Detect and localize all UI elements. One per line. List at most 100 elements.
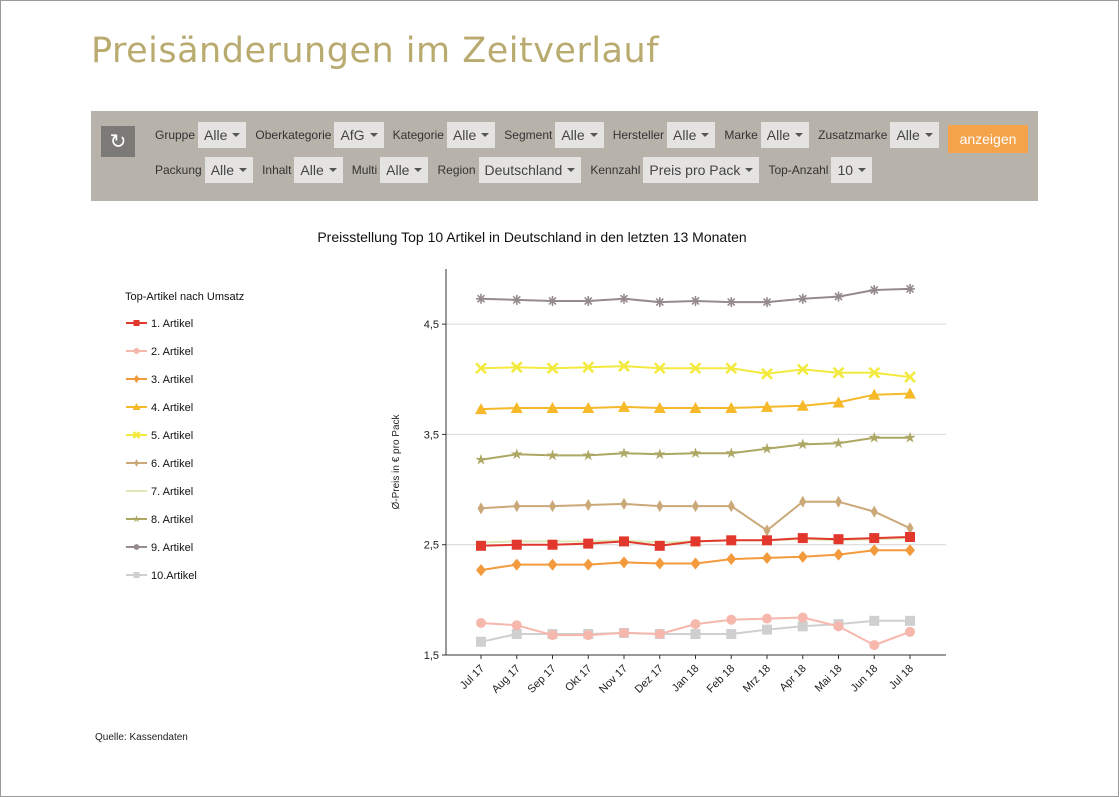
data-point-8 (868, 431, 880, 443)
y-axis-label: Ø-Preis in € pro Pack (391, 413, 402, 509)
data-point-3 (619, 556, 629, 569)
legend-item-label: 1. Artikel (151, 318, 193, 330)
data-point-8 (761, 442, 773, 454)
x-tick-label: Feb 18 (705, 663, 738, 696)
legend-item-label: 10.Artikel (151, 570, 197, 582)
filter-select-hersteller[interactable]: Alle (667, 122, 716, 148)
data-point-4 (475, 403, 487, 415)
data-point-1 (690, 536, 701, 547)
legend-marker (133, 572, 140, 578)
filter-value: Alle (386, 162, 410, 178)
legend-item-label: 7. Artikel (151, 486, 193, 498)
data-point-6 (692, 500, 699, 513)
data-point-3 (690, 557, 701, 570)
data-point-3 (547, 558, 558, 571)
filter-select-kategorie[interactable]: Alle (446, 122, 496, 148)
data-point-10 (476, 636, 486, 647)
data-point-2 (654, 629, 665, 640)
legend-title: Top-Artikel nach Umsatz (125, 291, 244, 303)
x-tick-label: Nov 17 (597, 663, 630, 696)
filter-value: Deutschland (484, 162, 563, 178)
data-point-2 (762, 613, 772, 624)
filter-value: Alle (896, 127, 920, 143)
data-point-3 (797, 550, 808, 563)
data-point-4 (796, 399, 809, 411)
filter-value: Alle (204, 127, 228, 143)
refresh-button[interactable]: ↻ (101, 126, 135, 157)
filter-select-packung[interactable]: Alle (204, 157, 254, 183)
data-point-8 (582, 449, 594, 461)
data-point-1 (476, 540, 486, 551)
filter-select-gruppe[interactable]: Alle (198, 122, 247, 148)
data-point-6 (799, 495, 807, 508)
caret-down-icon (701, 133, 710, 137)
page-title: Preisänderungen im Zeitverlauf (91, 31, 660, 71)
x-tick-label: Okt 17 (563, 663, 594, 694)
data-point-5 (475, 362, 487, 375)
filter-label-kategorie: Kategorie (392, 128, 444, 142)
filter-select-zusatzmarke[interactable]: Alle (890, 122, 939, 148)
filter-select-region[interactable]: Deutschland (478, 157, 582, 183)
data-point-5 (618, 360, 630, 372)
x-tick-label: Jan 18 (670, 663, 702, 695)
data-point-8 (546, 449, 559, 461)
data-point-4 (510, 401, 523, 413)
filter-select-kennzahl[interactable]: Preis pro Pack (643, 157, 760, 183)
data-point-6 (727, 500, 735, 513)
chart-title: Preisstellung Top 10 Artikel in Deutschl… (317, 229, 746, 245)
filter-label-hersteller: Hersteller (612, 128, 665, 142)
data-point-9 (690, 296, 701, 306)
data-point-2 (797, 612, 808, 623)
filter-select-top-anzahl[interactable]: 10 (831, 157, 873, 183)
filter-select-segment[interactable]: Alle (555, 122, 604, 148)
data-point-3 (833, 548, 844, 561)
data-point-3 (726, 553, 737, 566)
data-point-3 (583, 558, 594, 571)
data-point-4 (546, 401, 559, 413)
data-point-8 (511, 448, 523, 460)
data-point-10 (762, 624, 772, 635)
y-tick-label: 4,5 (424, 319, 439, 331)
filter-select-inhalt[interactable]: Alle (294, 157, 343, 183)
filter-row-2: Packung Alle Inhalt Alle Multi Alle Region Deut… (155, 157, 881, 183)
data-point-5 (904, 371, 916, 383)
data-point-5 (761, 367, 773, 380)
caret-down-icon (589, 133, 598, 137)
data-point-8 (797, 438, 809, 450)
x-tick-label: Jul 17 (458, 663, 487, 692)
x-tick-label: Dez 17 (633, 663, 666, 696)
data-point-1 (511, 539, 522, 550)
data-point-1 (619, 536, 629, 547)
x-tick-label: Mrz 18 (741, 663, 773, 695)
data-point-5 (725, 362, 738, 375)
data-point-1 (869, 533, 880, 544)
data-point-8 (689, 447, 702, 458)
caret-down-icon (239, 168, 248, 172)
data-point-8 (904, 431, 916, 443)
filter-select-marke[interactable]: Alle (760, 122, 810, 148)
filter-select-oberkategorie[interactable]: AfG (334, 122, 384, 148)
y-tick-label: 2,5 (424, 540, 439, 552)
filter-label-multi: Multi (351, 163, 378, 177)
data-point-9 (833, 291, 844, 302)
caret-down-icon (232, 133, 241, 137)
data-point-1 (547, 539, 558, 550)
caret-down-icon (414, 168, 423, 172)
data-point-1 (726, 535, 737, 546)
data-point-8 (654, 448, 666, 460)
filter-select-multi[interactable]: Alle (380, 157, 429, 183)
legend-marker (132, 515, 141, 523)
show-button[interactable]: anzeigen (948, 125, 1028, 153)
data-point-3 (905, 544, 915, 557)
legend-marker (133, 375, 140, 383)
caret-down-icon (858, 168, 867, 172)
caret-down-icon (924, 133, 933, 137)
legend-item-label: 2. Artikel (151, 346, 193, 358)
data-point-9 (476, 293, 486, 304)
data-point-6 (835, 495, 842, 508)
data-point-2 (619, 627, 629, 638)
filter-value: Alle (673, 127, 697, 143)
filter-label-region: Region (437, 163, 476, 177)
